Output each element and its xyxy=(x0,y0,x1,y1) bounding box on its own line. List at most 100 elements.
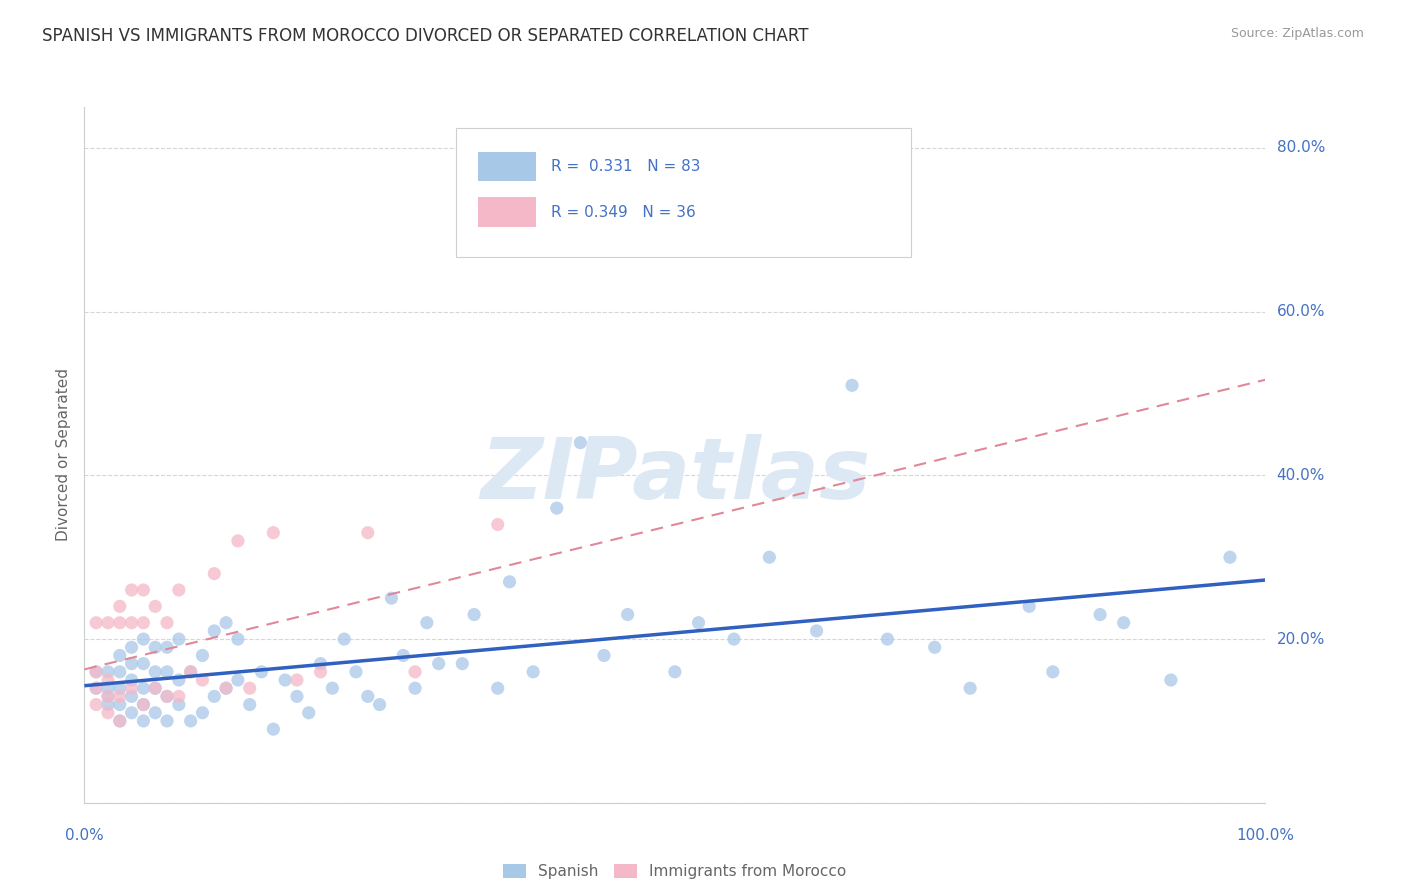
Y-axis label: Divorced or Separated: Divorced or Separated xyxy=(56,368,72,541)
Point xyxy=(404,681,426,696)
Point xyxy=(84,665,107,679)
Point xyxy=(108,698,131,712)
Point xyxy=(806,624,828,638)
Point xyxy=(1219,550,1241,565)
Point xyxy=(108,714,131,728)
Point xyxy=(108,714,131,728)
Point xyxy=(167,698,190,712)
Point xyxy=(143,681,166,696)
Point xyxy=(215,681,238,696)
Point xyxy=(404,665,426,679)
Point xyxy=(84,665,107,679)
Point xyxy=(121,706,143,720)
Point xyxy=(156,690,179,704)
Point xyxy=(132,582,155,597)
Legend: Spanish, Immigrants from Morocco: Spanish, Immigrants from Morocco xyxy=(498,858,852,886)
Text: 0.0%: 0.0% xyxy=(65,828,104,843)
Point xyxy=(498,574,520,589)
Point xyxy=(924,640,946,655)
Point xyxy=(274,673,297,687)
Point xyxy=(285,673,308,687)
Point xyxy=(215,681,238,696)
Point xyxy=(1160,673,1182,687)
Point xyxy=(156,714,179,728)
Text: R = 0.349   N = 36: R = 0.349 N = 36 xyxy=(551,204,696,219)
Point xyxy=(121,640,143,655)
Point xyxy=(546,501,568,516)
Point xyxy=(108,599,131,614)
Point xyxy=(309,657,332,671)
Point xyxy=(380,591,402,606)
Point xyxy=(84,615,107,630)
Point xyxy=(143,706,166,720)
Point xyxy=(132,698,155,712)
Point xyxy=(132,615,155,630)
Point xyxy=(121,681,143,696)
Point xyxy=(1018,599,1040,614)
Point xyxy=(226,533,249,548)
Point xyxy=(167,673,190,687)
Point xyxy=(202,624,225,638)
Point xyxy=(298,706,321,720)
Point xyxy=(522,665,544,679)
Point xyxy=(321,681,343,696)
Point xyxy=(167,690,190,704)
Point xyxy=(202,566,225,581)
Point xyxy=(180,665,202,679)
Text: 80.0%: 80.0% xyxy=(1277,140,1324,155)
Point xyxy=(143,640,166,655)
Point xyxy=(876,632,898,646)
Point xyxy=(84,681,107,696)
Point xyxy=(262,525,284,540)
Point xyxy=(143,599,166,614)
Point xyxy=(262,722,284,736)
Point xyxy=(392,648,415,663)
Point xyxy=(215,615,238,630)
Point xyxy=(569,435,592,450)
Point xyxy=(486,517,509,532)
Point xyxy=(250,665,273,679)
Point xyxy=(97,690,120,704)
Point xyxy=(688,615,710,630)
Point xyxy=(132,657,155,671)
Point xyxy=(167,582,190,597)
Point xyxy=(97,673,120,687)
Point xyxy=(451,657,474,671)
Point xyxy=(132,681,155,696)
Point xyxy=(180,665,202,679)
Point xyxy=(368,698,391,712)
Point xyxy=(108,681,131,696)
Point xyxy=(97,698,120,712)
Text: 60.0%: 60.0% xyxy=(1277,304,1324,319)
Text: ZIPatlas: ZIPatlas xyxy=(479,434,870,517)
Point xyxy=(97,690,120,704)
Point xyxy=(616,607,638,622)
Point xyxy=(285,690,308,704)
FancyBboxPatch shape xyxy=(457,128,911,257)
Point xyxy=(108,690,131,704)
Text: 20.0%: 20.0% xyxy=(1277,632,1324,647)
Point xyxy=(121,657,143,671)
Point xyxy=(593,648,616,663)
Point xyxy=(226,673,249,687)
Point xyxy=(108,665,131,679)
Point xyxy=(239,681,262,696)
Point xyxy=(309,665,332,679)
Point xyxy=(959,681,981,696)
Point xyxy=(121,690,143,704)
Point xyxy=(121,615,143,630)
Point xyxy=(108,648,131,663)
Point xyxy=(333,632,356,646)
Point xyxy=(191,673,214,687)
Point xyxy=(1042,665,1064,679)
Point xyxy=(167,632,190,646)
Point xyxy=(132,698,155,712)
FancyBboxPatch shape xyxy=(478,153,536,181)
Point xyxy=(84,681,107,696)
Point xyxy=(723,632,745,646)
Point xyxy=(143,681,166,696)
Point xyxy=(97,615,120,630)
Point xyxy=(97,665,120,679)
Point xyxy=(108,615,131,630)
Point xyxy=(357,525,380,540)
